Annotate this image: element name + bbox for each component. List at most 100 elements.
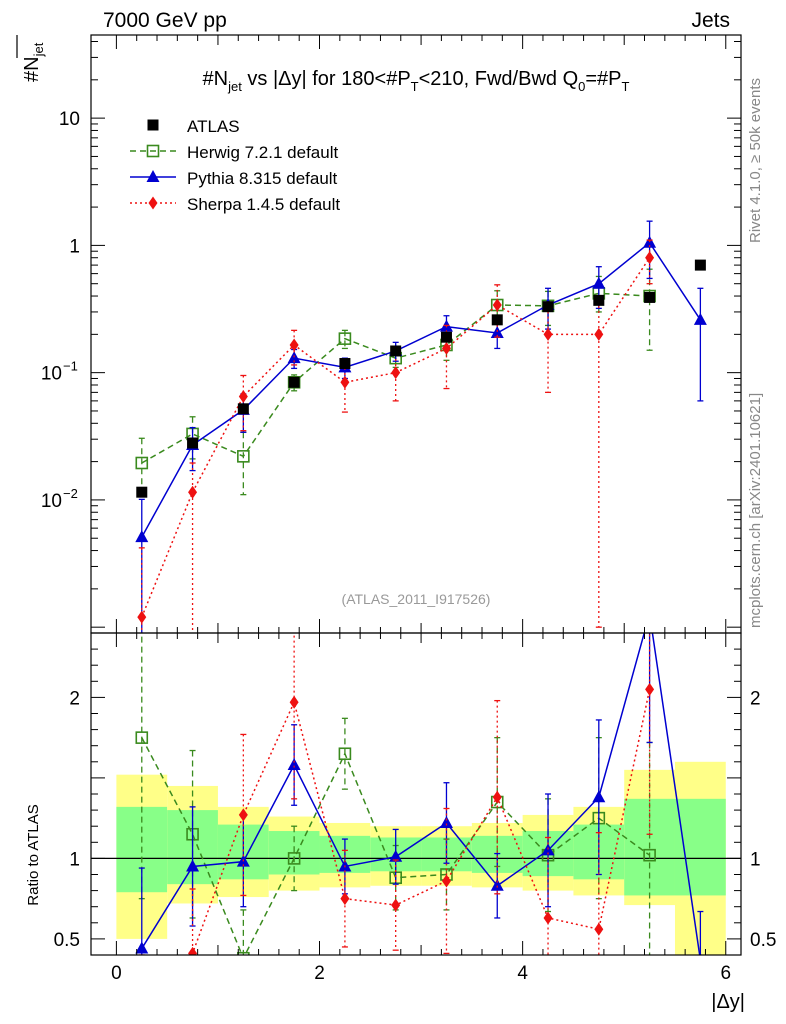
atlas-point [491, 314, 503, 326]
atlas-point [440, 331, 452, 343]
title-part-d: =#P [585, 68, 621, 90]
herwig-point [135, 456, 149, 470]
sherpa-point [340, 375, 350, 389]
sherpa-ratio-point [188, 946, 198, 955]
y-axis-label-main: #N [21, 56, 43, 82]
sherpa-ratio-point [492, 790, 502, 804]
title-part-d-sub: T [622, 79, 630, 94]
main-plot-area [135, 220, 707, 633]
legend-marker-sherpa [148, 196, 158, 210]
atlas-point [187, 437, 199, 449]
y-tick-label-exponent: −2 [63, 486, 78, 501]
legend-label-herwig: Herwig 7.2.1 default [187, 143, 338, 162]
atlas-point [136, 486, 148, 498]
title-part-a-sub: jet [227, 79, 242, 94]
pythia-ratio-point [643, 607, 656, 619]
legend-marker-pythia [146, 170, 160, 182]
sherpa-point [289, 338, 299, 352]
y-axis-label: #Njet [21, 42, 46, 82]
main-series-layer [135, 220, 707, 633]
sherpa-ratio-point [645, 682, 655, 696]
herwig-point [338, 332, 352, 345]
sherpa-ratio-point [543, 911, 553, 925]
y-tick-label: 1 [69, 236, 80, 257]
sherpa-ratio-point [289, 695, 299, 709]
sherpa-point [137, 610, 147, 624]
pythia-ratio-line [141, 633, 701, 955]
sherpa-point [238, 389, 248, 403]
x-tick-label: 0 [111, 963, 122, 984]
sherpa-ratio-point [238, 808, 248, 822]
sherpa-point [594, 327, 604, 341]
ratio-plot-area [135, 607, 704, 1010]
ratio-tick-label-right: 2 [750, 688, 761, 709]
ratio-tick-label-right: 0.5 [750, 930, 776, 951]
herwig-ratio-point [237, 951, 250, 955]
y-tick-label: 10 [41, 364, 62, 385]
sherpa-line [141, 257, 651, 618]
pythia-ratio-point [439, 815, 453, 828]
atlas-point [593, 294, 605, 306]
series-atlas [136, 259, 706, 498]
legend-marker-herwig [146, 144, 160, 158]
y-tick-label: 10 [41, 491, 62, 512]
sherpa-point [441, 341, 451, 355]
chart-title: #Njet vs |Δy| for 180<#P T <210, Fwd/Bwd Q… [203, 68, 630, 94]
herwig-ratio-point [643, 848, 656, 862]
sherpa-ratio-point [137, 997, 146, 1010]
ratio-tick-label-left: 0.5 [54, 930, 80, 951]
sherpa-point [492, 298, 502, 312]
atlas-point [237, 403, 249, 415]
sherpa-ratio-point [594, 922, 604, 936]
pythia-point [135, 530, 149, 543]
y-tick-label: 10 [59, 109, 80, 130]
pythia-ratio-point [490, 878, 504, 891]
atlas-point [288, 376, 300, 388]
atlas-point [694, 259, 706, 271]
sherpa-ratio-point [441, 874, 451, 888]
x-tick-label: 6 [720, 963, 731, 984]
title-part-c-sub: 0 [578, 79, 585, 94]
header-right: Jets [691, 9, 730, 32]
ratio-tick-label-left: 1 [69, 849, 80, 870]
atlas-point [390, 345, 402, 357]
header-left: 7000 GeV pp [103, 9, 227, 32]
atlas-point [644, 291, 656, 303]
series-sherpa [137, 239, 655, 633]
rivet-label: Rivet 4.1.0, ≥ 50k events [747, 78, 764, 243]
sherpa-ratio-point [340, 892, 350, 906]
series-herwig [135, 268, 656, 496]
x-axis-label: |Δy| [711, 991, 745, 1013]
y-axis-label-sub: jet [31, 42, 46, 57]
herwig-ratio-point [287, 852, 301, 865]
pythia-point [490, 325, 504, 338]
herwig-point [237, 450, 250, 463]
atlas-point [542, 301, 554, 313]
ratio-tick-label-left: 2 [69, 688, 80, 709]
legend-label-pythia: Pythia 8.315 default [187, 169, 338, 188]
pythia-point [592, 276, 606, 289]
sherpa-point [645, 251, 655, 265]
x-tick-label: 2 [314, 963, 325, 984]
title-part-b: vs |Δy| for 180<#P [242, 68, 411, 90]
pythia-ratio-point [389, 849, 403, 862]
pythia-ratio-point [592, 790, 606, 803]
ratio-series-sherpa [137, 633, 655, 1010]
title-part-a: #N [203, 68, 229, 90]
ratio-series-layer [135, 607, 704, 1010]
pythia-point [693, 312, 707, 325]
atlas-point [339, 358, 351, 370]
herwig-ratio-point [338, 747, 352, 761]
sherpa-point [543, 327, 553, 341]
legend-label-atlas: ATLAS [187, 117, 240, 136]
legend: ATLAS Herwig 7.2.1 default Pythia 8.315 de… [130, 117, 340, 214]
title-part-c: <210, Fwd/Bwd Q [419, 68, 579, 90]
legend-label-sherpa: Sherpa 1.4.5 default [187, 195, 340, 214]
legend-marker-atlas [147, 119, 159, 131]
sherpa-point [188, 485, 198, 499]
mcplots-label: mcplots.cern.ch [arXiv:2401.10621] [747, 393, 764, 628]
y-tick-label-exponent: −1 [63, 359, 78, 374]
ratio-series-pythia [135, 607, 704, 955]
pythia-ratio-point [287, 758, 301, 771]
